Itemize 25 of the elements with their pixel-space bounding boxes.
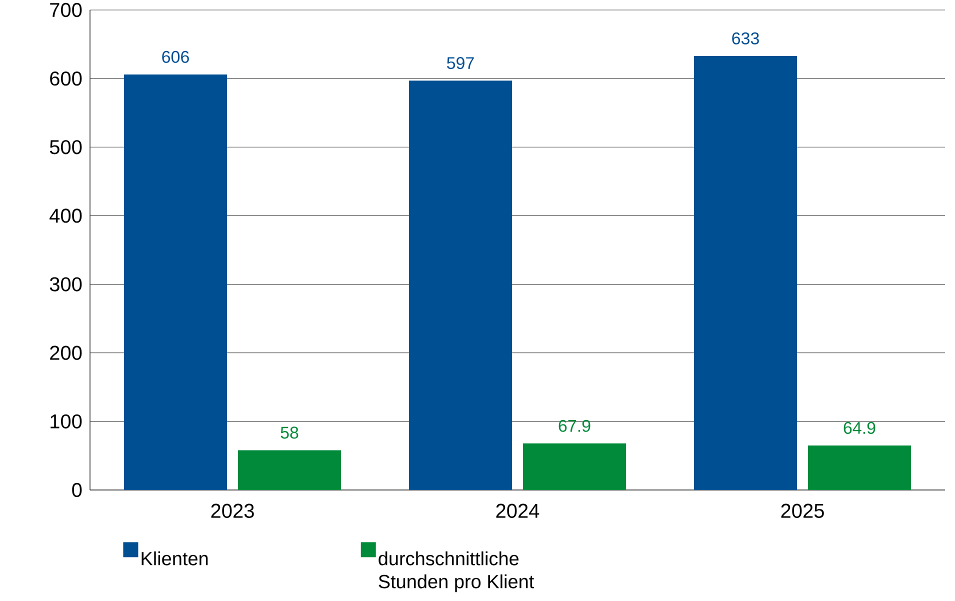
data-label: 597 — [446, 57, 474, 70]
y-tick-label: 500 — [50, 140, 82, 154]
y-tick-label: 700 — [50, 2, 82, 18]
y-tick-label: 100 — [50, 414, 82, 428]
y-tick-label: 600 — [50, 71, 82, 86]
legend-label: durchschnittliche Stunden pro Klient — [378, 551, 534, 592]
bar — [694, 56, 798, 490]
data-label: 64.9 — [844, 422, 876, 434]
y-tick-label: 300 — [50, 277, 82, 292]
x-tick-label: 2025 — [781, 504, 824, 518]
x-tick-label: 2024 — [496, 504, 540, 518]
bar — [238, 450, 342, 490]
y-tick-label: 200 — [50, 346, 82, 360]
data-label: 633 — [732, 32, 759, 44]
data-label: 67.9 — [558, 420, 590, 432]
y-tick-label: 0 — [72, 482, 82, 498]
data-label: 58 — [280, 426, 298, 439]
bar — [523, 443, 626, 490]
bar — [808, 445, 911, 490]
x-tick-label: 2023 — [211, 504, 254, 518]
bar — [409, 80, 512, 490]
legend-label: Klienten — [142, 551, 208, 566]
bar — [124, 74, 228, 490]
y-tick-label: 400 — [50, 208, 82, 223]
data-label: 606 — [162, 50, 189, 63]
